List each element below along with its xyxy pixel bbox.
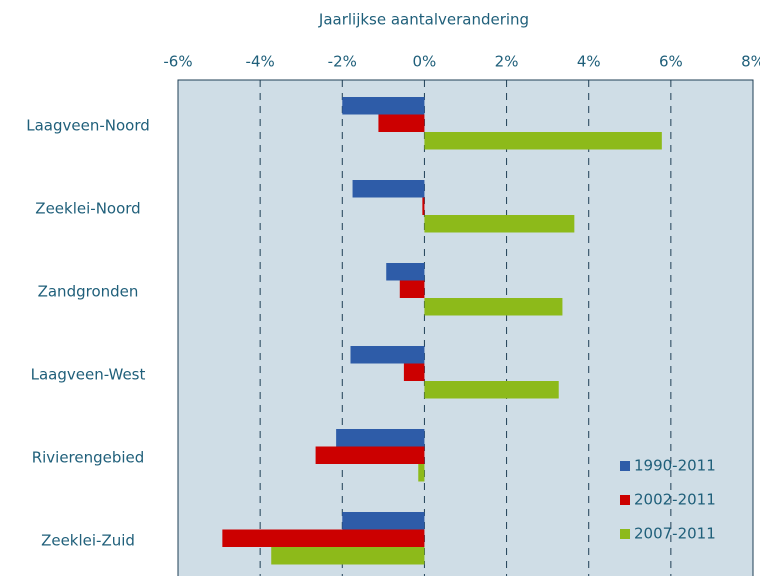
bar: [424, 381, 559, 399]
x-tick-label: 0%: [413, 53, 437, 71]
bar: [424, 298, 563, 316]
y-tick-label: Zeeklei-Zuid: [41, 532, 135, 550]
bar: [336, 429, 425, 447]
bar: [422, 197, 425, 215]
x-tick-label: 8%: [741, 53, 760, 71]
plot-area: [177, 79, 754, 576]
y-tick-label: Laagveen-West: [31, 366, 146, 384]
legend-swatch: [620, 529, 630, 539]
bar: [399, 280, 425, 298]
bar: [352, 180, 425, 198]
bar: [424, 215, 575, 233]
bar: [342, 97, 425, 115]
x-tick-label: 4%: [577, 53, 601, 71]
x-tick-label: 2%: [495, 53, 519, 71]
legend-label: 2002-2011: [634, 491, 716, 509]
x-tick-label: 6%: [659, 53, 683, 71]
bar: [424, 132, 662, 150]
bar: [350, 346, 425, 364]
x-tick-label: -6%: [163, 53, 192, 71]
legend-swatch: [620, 461, 630, 471]
legend-swatch: [620, 495, 630, 505]
bar: [271, 547, 425, 565]
chart-title: Jaarlijkse aantalverandering: [318, 11, 529, 29]
y-tick-label: Rivierengebied: [32, 449, 145, 467]
bar: [418, 464, 425, 482]
y-tick-label: Zandgronden: [38, 283, 139, 301]
bar: [315, 446, 425, 464]
x-tick-label: -4%: [246, 53, 275, 71]
bar: [378, 114, 425, 132]
bar: [386, 263, 425, 281]
bar: [222, 529, 425, 547]
x-tick-label: -2%: [328, 53, 357, 71]
legend-label: 2007-2011: [634, 525, 716, 543]
y-tick-label: Zeeklei-Noord: [35, 200, 140, 218]
bar: [403, 363, 425, 381]
bar: [342, 512, 425, 530]
legend-label: 1990-2011: [634, 457, 716, 475]
y-tick-label: Laagveen-Noord: [26, 117, 150, 135]
